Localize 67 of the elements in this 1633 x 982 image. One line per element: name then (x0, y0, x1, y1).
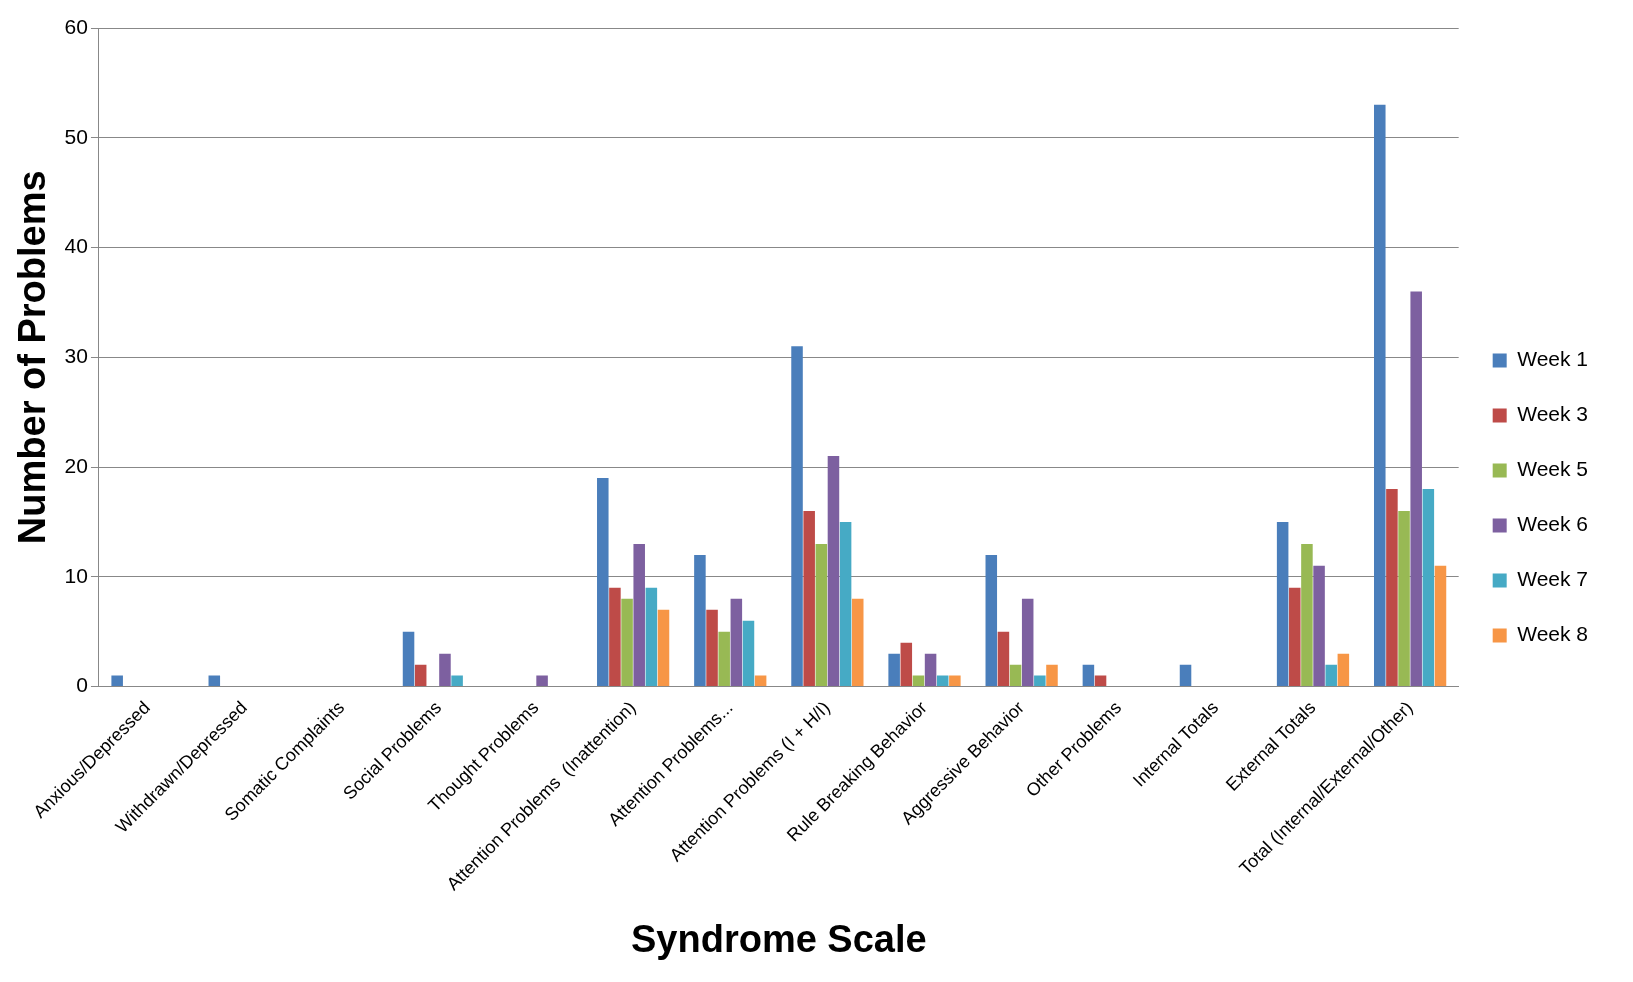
legend-label: Week 7 (1517, 567, 1589, 591)
bar (912, 675, 925, 687)
bar (936, 675, 949, 687)
bar (633, 543, 645, 687)
bar (742, 620, 755, 687)
bar (609, 587, 621, 687)
bar (839, 521, 852, 687)
bar (536, 675, 548, 687)
bar (888, 653, 900, 687)
bar (694, 554, 706, 687)
bar (597, 478, 609, 687)
y-tick-label: 20 (64, 453, 88, 477)
bar (827, 456, 840, 687)
bar (645, 587, 658, 687)
bar (1021, 598, 1034, 687)
bar (1009, 664, 1022, 687)
legend-label: Week 8 (1517, 622, 1589, 646)
bar (1374, 104, 1386, 687)
legend-label: Week 1 (1517, 347, 1589, 371)
bar (754, 675, 767, 687)
bar (851, 598, 864, 687)
bar (997, 631, 1010, 687)
bar (414, 664, 427, 687)
bar (1398, 510, 1410, 687)
bar (803, 510, 815, 687)
x-axis-title: Syndrome Scale (630, 917, 927, 960)
bar (439, 653, 451, 687)
bar (706, 609, 718, 687)
bar (1410, 291, 1422, 687)
bar (657, 609, 670, 687)
bar (1034, 675, 1046, 687)
bar (1386, 489, 1398, 687)
bar (815, 543, 828, 687)
y-tick-label: 10 (64, 563, 88, 587)
legend-label: Week 6 (1517, 512, 1589, 536)
bar (1276, 521, 1289, 687)
bar (949, 675, 961, 687)
bar (1422, 489, 1435, 687)
y-axis-title: Number of Problems (11, 170, 54, 545)
bar (111, 675, 123, 687)
bar (451, 675, 463, 687)
bar (718, 631, 730, 687)
bar (791, 346, 803, 687)
bar (621, 598, 633, 687)
legend-label: Week 5 (1517, 457, 1589, 481)
y-tick-label: 0 (76, 673, 88, 697)
y-tick-label: 60 (64, 14, 88, 38)
bar (1046, 664, 1058, 687)
bar (208, 675, 221, 687)
bar (1337, 653, 1350, 687)
bar (1289, 587, 1301, 687)
bar (1313, 565, 1325, 687)
y-tick-label: 30 (64, 344, 88, 368)
bar (1301, 543, 1313, 687)
bar (402, 631, 415, 687)
y-tick-label: 50 (64, 124, 88, 148)
bar (1094, 675, 1107, 687)
bar (924, 653, 937, 687)
y-tick-label: 40 (64, 234, 88, 258)
bar (1434, 565, 1447, 687)
bar (1325, 664, 1337, 687)
bar (1082, 664, 1095, 687)
bar (1179, 664, 1192, 687)
bar (730, 598, 743, 687)
legend-label: Week 3 (1517, 402, 1589, 426)
bar (985, 554, 998, 687)
bar (900, 642, 913, 687)
